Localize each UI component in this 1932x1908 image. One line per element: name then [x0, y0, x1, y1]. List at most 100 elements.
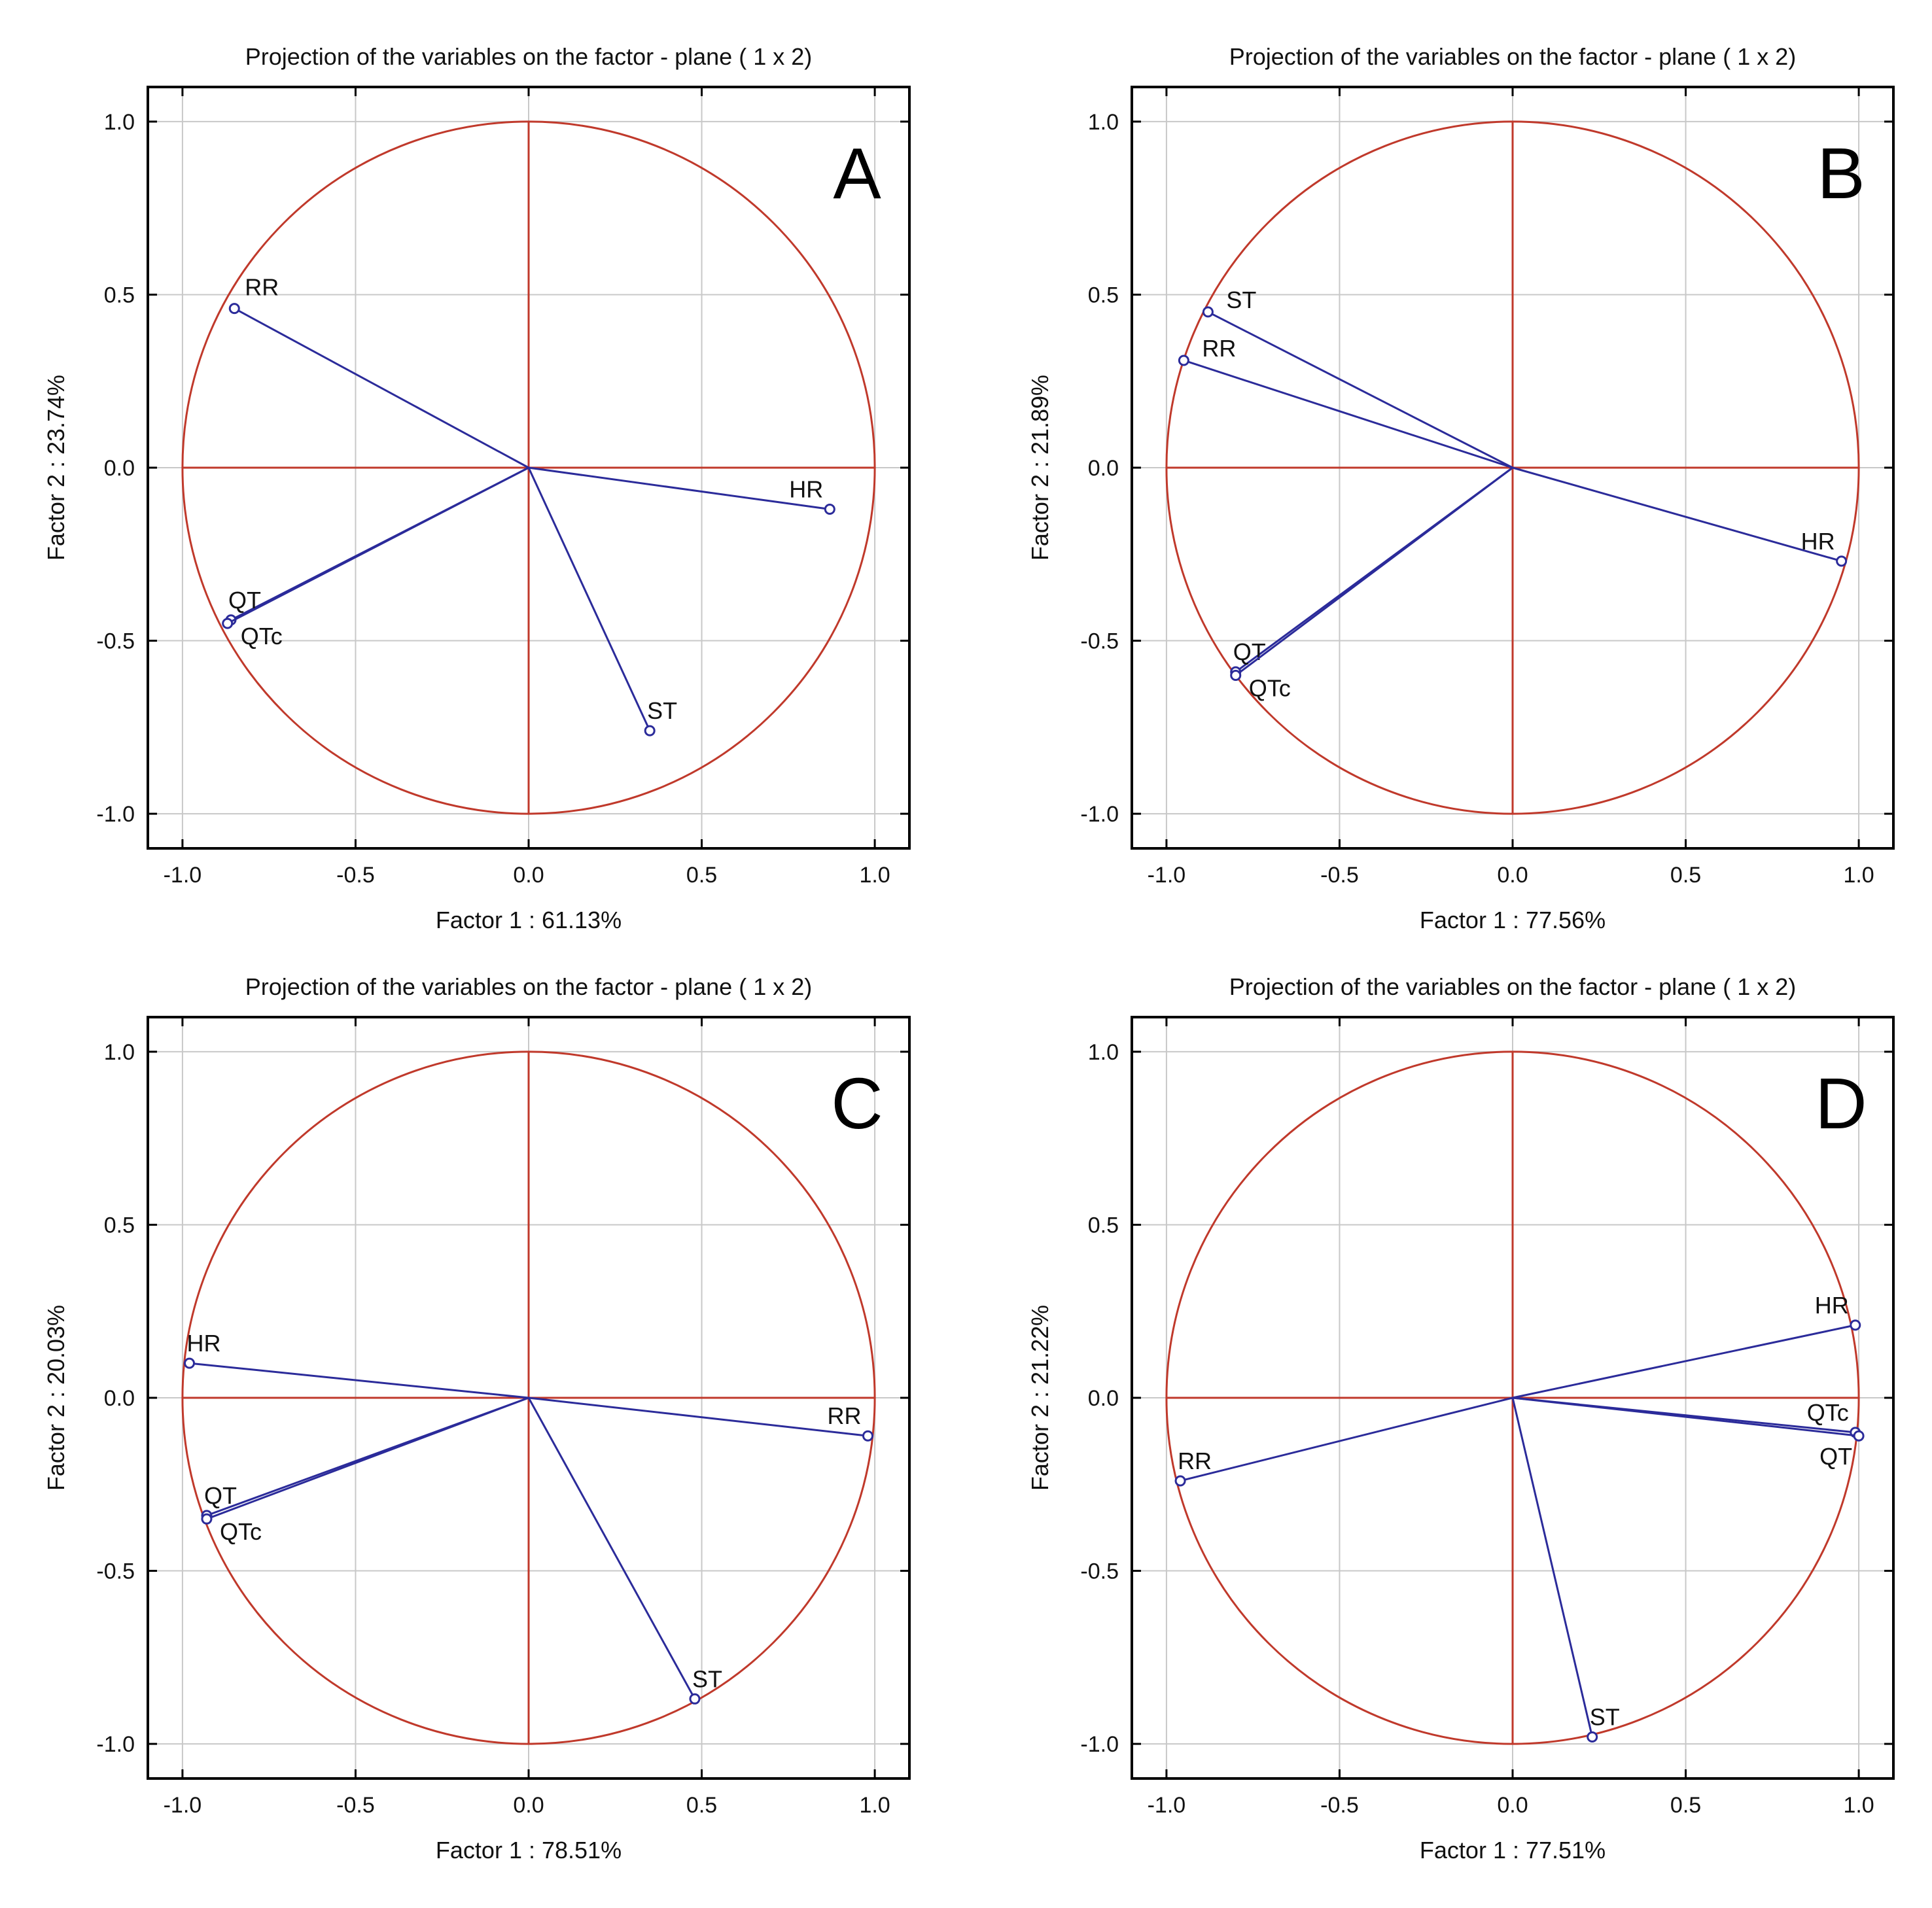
x-axis-label: Factor 1 : 77.56%: [1420, 907, 1606, 933]
chart-panel-d: -1.0 -0.5 0.0 0.5 1.0 -1.0 -0.5 0.0 0.5 1.0 Projec…: [1027, 973, 1895, 1864]
loading-point-hr: [183, 1357, 195, 1369]
loading-vector-qtc: [1235, 466, 1513, 676]
y-tick-label: 1.0: [104, 1040, 135, 1065]
loading-point-hr: [1836, 555, 1848, 567]
x-tick-label: 0.5: [686, 863, 717, 888]
y-tick-label: -1.0: [96, 802, 135, 827]
loading-vector-st: [1511, 1397, 1594, 1737]
chart-panel-a: -1.0 -0.5 0.0 0.5 1.0 -1.0 -0.5 0.0 0.5 1.0 Projec…: [43, 43, 911, 933]
loading-point-st: [689, 1693, 701, 1705]
loading-vector-st: [527, 467, 651, 731]
panel-letter: A: [833, 133, 881, 214]
point-label-qt: QT: [204, 1482, 237, 1509]
point-label-rr: RR: [828, 1402, 862, 1429]
y-tick-label: 1.0: [104, 110, 135, 135]
x-tick-label: 0.0: [1497, 863, 1528, 888]
y-tick-label: -0.5: [1080, 1559, 1119, 1584]
point-label-st: ST: [692, 1665, 722, 1692]
panel-letter: C: [831, 1064, 883, 1144]
loading-vector-st: [1207, 311, 1513, 469]
x-tick-label: -0.5: [336, 1793, 375, 1818]
point-label-rr: RR: [1202, 335, 1236, 362]
point-label-hr: HR: [1801, 528, 1835, 555]
x-tick-label: -0.5: [1320, 863, 1359, 888]
x-tick-label: 1.0: [1843, 1793, 1874, 1818]
point-label-hr: HR: [186, 1330, 220, 1357]
loading-point-qtc: [222, 617, 234, 629]
loading-vector-qt: [1512, 1396, 1859, 1437]
loading-vector-rr: [528, 1396, 868, 1437]
chart-title: Projection of the variables on the facto…: [245, 43, 812, 70]
y-tick-label: -1.0: [96, 1732, 135, 1757]
y-axis-label: Factor 2 : 21.22%: [1027, 1305, 1053, 1491]
panel-letter: B: [1817, 133, 1865, 214]
loading-point-rr: [862, 1430, 874, 1442]
loading-point-rr: [228, 303, 240, 315]
y-tick-label: 0.5: [1088, 283, 1119, 307]
x-tick-label: 0.0: [513, 863, 544, 888]
x-axis-label: Factor 1 : 61.13%: [436, 907, 622, 933]
x-tick-label: 0.5: [1670, 1793, 1701, 1818]
loading-vector-qtc: [227, 466, 529, 625]
point-label-qtc: QTc: [220, 1518, 262, 1545]
loading-vector-st: [527, 1397, 696, 1700]
point-label-qt: QT: [1819, 1443, 1852, 1470]
chart-panel-c: -1.0 -0.5 0.0 0.5 1.0 -1.0 -0.5 0.0 0.5 1.0 Projec…: [43, 973, 911, 1864]
x-tick-label: 0.5: [1670, 863, 1701, 888]
loading-point-qtc: [201, 1513, 213, 1525]
y-axis-label: Factor 2 : 21.89%: [1027, 375, 1053, 561]
x-tick-label: 0.5: [686, 1793, 717, 1818]
point-label-rr: RR: [1178, 1448, 1212, 1474]
loading-point-rr: [1178, 355, 1189, 366]
point-label-hr: HR: [789, 476, 823, 502]
loading-vector-rr: [1180, 1396, 1513, 1482]
x-tick-label: 0.0: [513, 1793, 544, 1818]
loading-vector-qtc: [206, 1396, 529, 1520]
x-tick-label: -0.5: [1320, 1793, 1359, 1818]
point-label-hr: HR: [1815, 1292, 1849, 1319]
y-tick-label: 0.0: [104, 1386, 135, 1411]
loading-vector-rr: [234, 307, 529, 469]
y-tick-label: -0.5: [96, 1559, 135, 1584]
y-tick-label: 1.0: [1088, 1040, 1119, 1065]
x-axis-label: Factor 1 : 77.51%: [1420, 1837, 1606, 1864]
x-tick-label: -1.0: [164, 1793, 202, 1818]
y-tick-label: 0.5: [104, 283, 135, 307]
point-label-qtc: QTc: [1249, 674, 1291, 701]
loading-vector-rr: [1183, 359, 1513, 469]
point-label-st: ST: [647, 697, 677, 724]
x-tick-label: 1.0: [859, 863, 890, 888]
chart-title: Projection of the variables on the facto…: [245, 973, 812, 1000]
loading-point-qt: [1853, 1430, 1865, 1442]
y-tick-label: -0.5: [96, 629, 135, 654]
y-tick-label: 1.0: [1088, 110, 1119, 135]
point-label-st: ST: [1226, 286, 1256, 313]
y-axis-label: Factor 2 : 20.03%: [43, 1305, 69, 1491]
point-label-qtc: QTc: [1807, 1399, 1849, 1426]
chart-title: Projection of the variables on the facto…: [1229, 43, 1796, 70]
y-tick-label: -0.5: [1080, 629, 1119, 654]
y-axis-label: Factor 2 : 23.74%: [43, 375, 69, 561]
y-tick-label: 0.5: [104, 1213, 135, 1238]
chart-title: Projection of the variables on the facto…: [1229, 973, 1796, 1000]
loading-vector-hr: [189, 1362, 529, 1399]
x-tick-label: -1.0: [1148, 863, 1186, 888]
x-tick-label: 1.0: [859, 1793, 890, 1818]
x-tick-label: 1.0: [1843, 863, 1874, 888]
point-label-st: ST: [1590, 1704, 1620, 1731]
x-tick-label: -1.0: [1148, 1793, 1186, 1818]
loading-vector-hr: [1512, 466, 1842, 563]
y-tick-label: 0.0: [1088, 456, 1119, 481]
y-tick-label: -1.0: [1080, 1732, 1119, 1757]
loading-vector-hr: [528, 466, 830, 510]
loading-point-qtc: [1230, 669, 1242, 681]
x-tick-label: -1.0: [164, 863, 202, 888]
panel-letter: D: [1815, 1064, 1867, 1144]
x-tick-label: 0.0: [1497, 1793, 1528, 1818]
y-tick-label: -1.0: [1080, 802, 1119, 827]
loading-point-rr: [1174, 1475, 1186, 1487]
point-label-qtc: QTc: [241, 623, 283, 650]
loading-point-hr: [1850, 1319, 1861, 1331]
loading-vector-hr: [1512, 1324, 1856, 1399]
